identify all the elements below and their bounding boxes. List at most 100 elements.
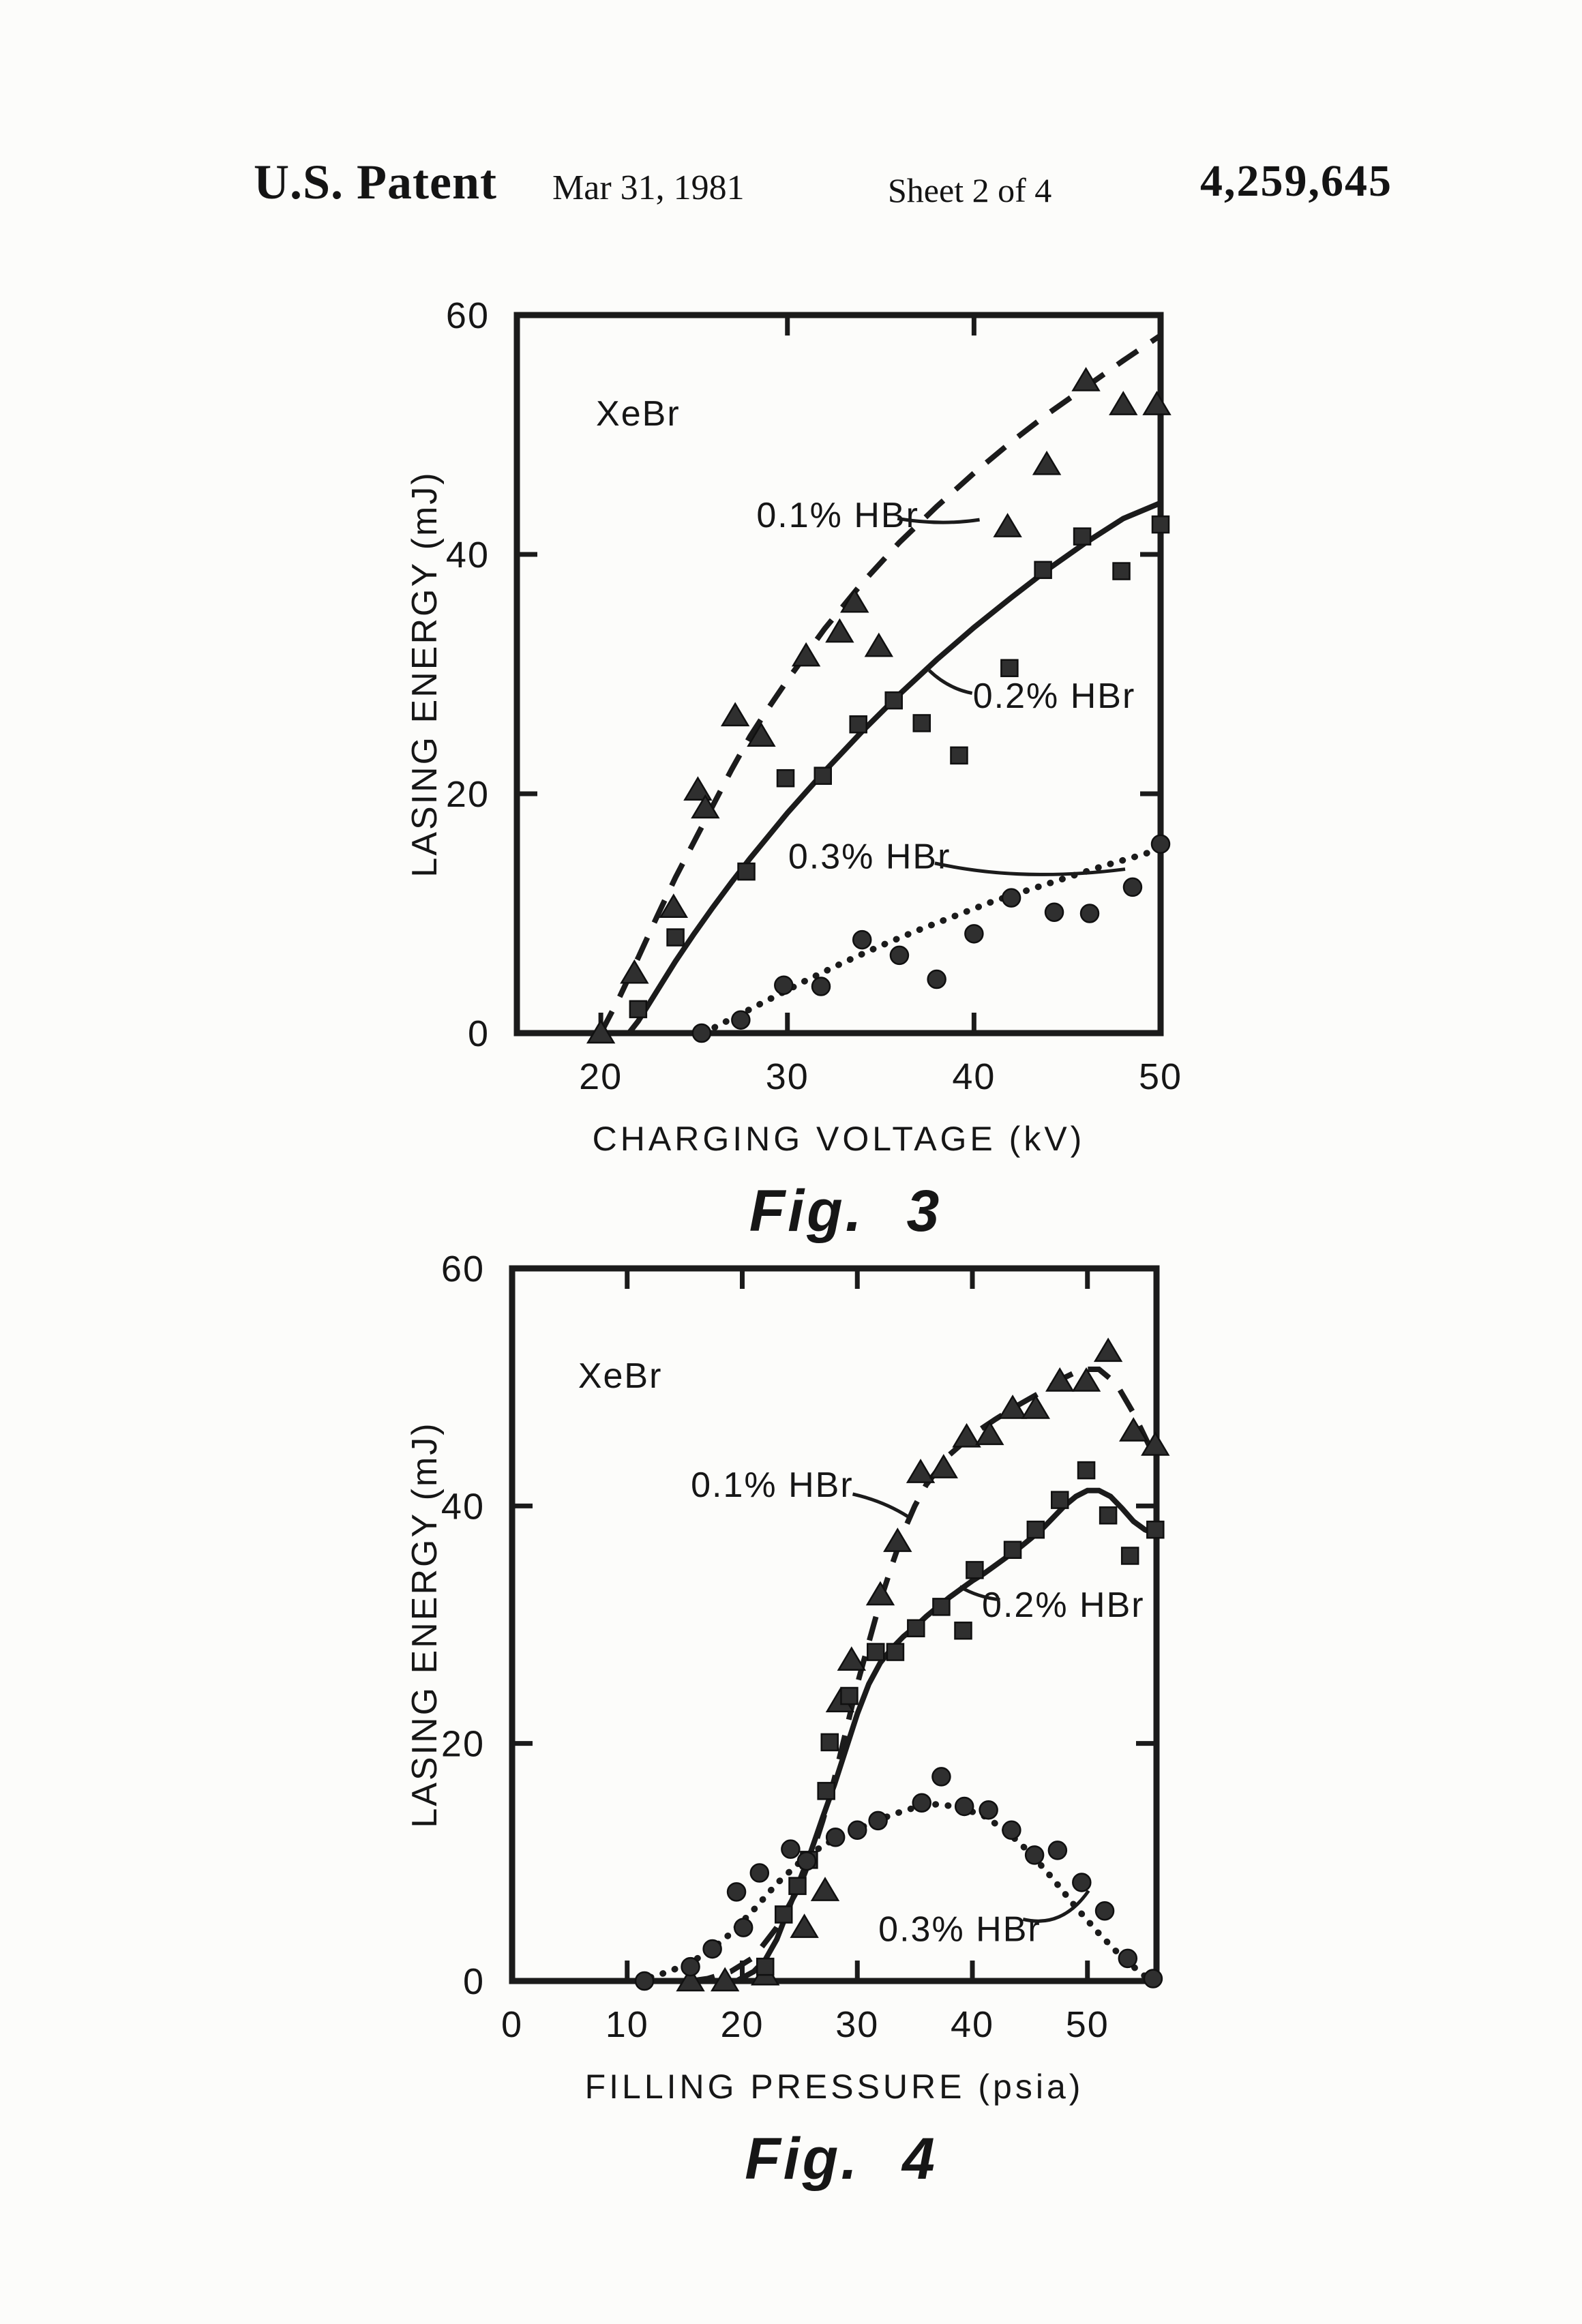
triangle-marker — [1142, 391, 1171, 415]
y-tick-label: 0 — [463, 1961, 485, 2002]
circle-marker — [726, 1882, 747, 1902]
triangle-marker — [864, 632, 894, 657]
x-tick-label: 30 — [766, 1056, 809, 1097]
triangle-marker — [720, 702, 750, 727]
x-tick-label: 0 — [501, 2004, 523, 2045]
x-axis-title: CHARGING VOLTAGE (kV) — [593, 1120, 1086, 1158]
label-pointer-line — [1022, 1890, 1090, 1923]
series-label: 0.3% HBr — [878, 1909, 1041, 1949]
square-marker — [849, 715, 867, 734]
circle-marker — [927, 969, 946, 989]
circle-marker — [634, 1971, 655, 1991]
triangle-marker — [1119, 1417, 1148, 1442]
circle-marker — [1024, 1845, 1045, 1865]
square-marker — [966, 1561, 984, 1579]
series-label: 0.1% HBr — [691, 1465, 854, 1505]
circle-marker — [1118, 1948, 1138, 1969]
y-tick-label: 20 — [446, 774, 490, 815]
y-axis-title: LASING ENERGY (mJ) — [405, 471, 445, 877]
triangle-marker — [620, 959, 649, 984]
label-pointer-line — [927, 669, 973, 696]
series-label: 0.3% HBr — [788, 837, 951, 876]
square-marker — [1000, 659, 1019, 677]
circle-marker — [749, 1863, 770, 1883]
square-marker — [1034, 561, 1052, 580]
y-tick-label: 40 — [446, 535, 490, 576]
square-marker — [1051, 1491, 1069, 1509]
triangle-marker — [840, 588, 869, 613]
circle-marker — [1143, 1969, 1163, 1988]
square-marker — [788, 1877, 807, 1895]
circle-marker — [731, 1010, 751, 1030]
square-marker — [840, 1686, 859, 1705]
square-marker — [756, 1957, 775, 1976]
triangle-marker — [1141, 1431, 1170, 1456]
circle-marker — [964, 924, 984, 944]
triangle-marker — [998, 1395, 1028, 1419]
dashed-fit-line — [598, 333, 1163, 1034]
circle-marker — [702, 1939, 722, 1959]
square-marker — [907, 1619, 925, 1637]
triangle-marker — [975, 1420, 1004, 1446]
circle-marker — [1002, 1820, 1021, 1841]
circle-marker — [1122, 877, 1143, 897]
circle-marker — [1094, 1901, 1115, 1921]
solid-fit-line — [735, 1487, 1158, 1984]
triangle-marker — [691, 794, 720, 819]
circle-marker — [796, 1851, 817, 1871]
gas-label: XeBr — [578, 1356, 663, 1396]
circle-marker — [1072, 1873, 1092, 1892]
circle-marker — [811, 977, 831, 996]
x-tick-label: 30 — [835, 2004, 879, 2045]
triangle-marker — [825, 618, 854, 643]
figure-caption: Fig. 3 — [749, 1178, 942, 1244]
square-marker — [775, 1905, 793, 1924]
square-marker — [867, 1643, 885, 1661]
circle-marker — [889, 945, 910, 966]
square-marker — [1120, 1547, 1139, 1565]
square-marker — [666, 928, 685, 947]
circle-marker — [912, 1793, 931, 1813]
triangle-marker — [676, 1967, 705, 1992]
y-axis-title: LASING ENERGY (mJ) — [405, 1421, 445, 1828]
y-tick-label: 20 — [441, 1724, 485, 1765]
triangle-marker — [683, 776, 713, 801]
circle-marker — [852, 929, 872, 950]
x-tick-label: 50 — [1066, 2004, 1109, 2045]
triangle-marker — [586, 1019, 616, 1044]
triangle-marker — [747, 722, 776, 747]
x-tick-label: 40 — [952, 1056, 996, 1097]
square-marker — [950, 746, 968, 765]
label-pointer-line — [959, 1585, 1000, 1602]
triangle-marker — [1032, 450, 1062, 475]
patent-number: 4,259,645 — [1200, 156, 1392, 206]
square-marker — [954, 1621, 972, 1640]
x-tick-label: 20 — [720, 2004, 764, 2045]
square-marker — [776, 769, 795, 788]
triangle-marker — [791, 642, 821, 667]
triangle-marker — [710, 1967, 740, 1992]
square-marker — [629, 1000, 648, 1019]
label-pointer-line — [934, 861, 1126, 876]
circle-marker — [868, 1811, 888, 1831]
label-pointer-line — [852, 1492, 909, 1519]
plot-frame — [513, 312, 1164, 1037]
square-marker — [884, 691, 903, 710]
series-label: 0.2% HBr — [982, 1585, 1145, 1625]
circle-marker — [781, 1839, 801, 1859]
circle-marker — [691, 1023, 712, 1043]
square-marker — [912, 714, 931, 732]
x-tick-label: 20 — [579, 1056, 623, 1097]
square-marker — [820, 1733, 839, 1752]
circle-marker — [825, 1828, 846, 1847]
series-label: 0.1% HBr — [756, 496, 919, 535]
circle-marker — [979, 1800, 998, 1820]
triangle-marker — [790, 1913, 819, 1938]
triangle-marker — [837, 1646, 867, 1671]
label-pointer-line — [897, 516, 980, 524]
x-tick-label: 40 — [951, 2004, 994, 2045]
plot-frame — [509, 1265, 1160, 1984]
triangle-marker — [1093, 1337, 1123, 1362]
square-marker — [814, 766, 832, 785]
